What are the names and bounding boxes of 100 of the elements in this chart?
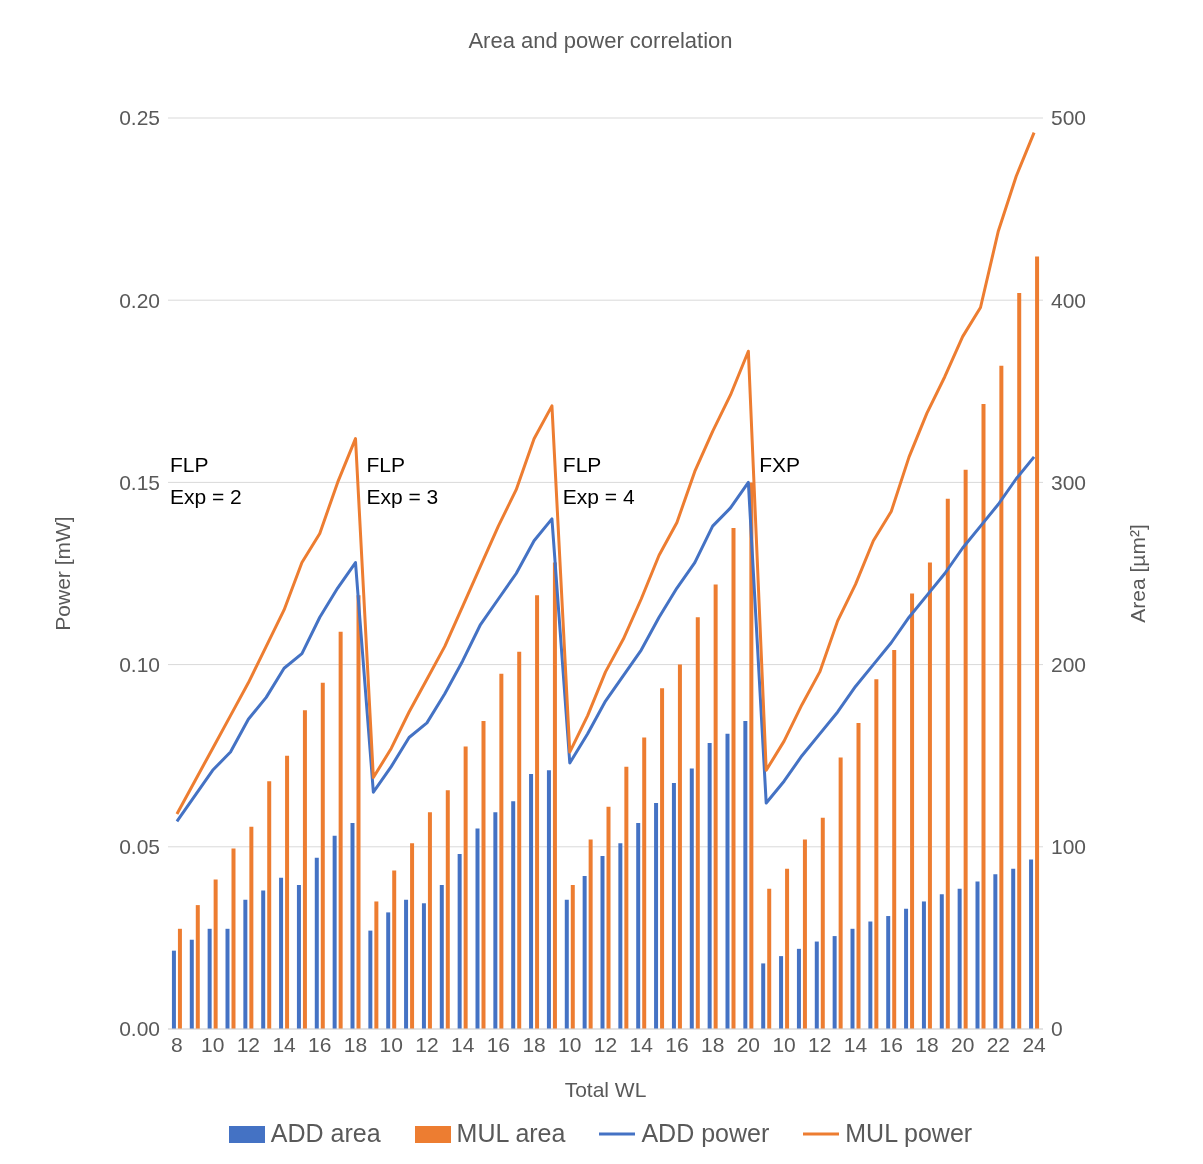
bar bbox=[249, 826, 254, 1029]
bar bbox=[660, 688, 665, 1029]
bar bbox=[410, 843, 415, 1029]
bar bbox=[975, 881, 980, 1029]
bar bbox=[725, 733, 730, 1029]
x-tick-label: 18 bbox=[522, 1032, 546, 1056]
bar bbox=[457, 854, 462, 1029]
bar bbox=[564, 899, 569, 1029]
bar bbox=[529, 773, 534, 1029]
bar bbox=[338, 631, 343, 1029]
x-tick-label: 16 bbox=[879, 1032, 903, 1056]
y2-tick-label: 0 bbox=[1051, 1017, 1063, 1041]
annotation: FLP Exp = 4 bbox=[562, 452, 635, 511]
y-axis-title: Power [mW] bbox=[51, 516, 75, 631]
x-tick-label: 22 bbox=[986, 1032, 1011, 1056]
legend-label: MUL area bbox=[455, 1119, 566, 1148]
bar bbox=[796, 948, 801, 1029]
bar bbox=[713, 584, 718, 1029]
bar bbox=[279, 877, 284, 1029]
bar bbox=[945, 498, 950, 1029]
bar bbox=[570, 885, 575, 1029]
y-tick-label: 0.15 bbox=[119, 470, 160, 494]
bar bbox=[332, 835, 337, 1029]
bar bbox=[261, 890, 266, 1029]
bar bbox=[207, 928, 212, 1029]
y-tick-label: 0.00 bbox=[119, 1017, 160, 1041]
bar bbox=[517, 651, 522, 1029]
bar bbox=[189, 939, 194, 1029]
x-tick-label: 14 bbox=[272, 1032, 297, 1056]
bar bbox=[481, 721, 486, 1029]
bar bbox=[195, 905, 200, 1029]
bar bbox=[421, 903, 426, 1029]
bar bbox=[939, 894, 944, 1029]
x-tick-label: 14 bbox=[843, 1032, 868, 1056]
bar bbox=[171, 950, 176, 1029]
bar bbox=[1011, 868, 1016, 1029]
bar bbox=[320, 682, 325, 1029]
bar bbox=[671, 783, 676, 1029]
y2-tick-label: 400 bbox=[1051, 288, 1087, 312]
bar bbox=[921, 901, 926, 1029]
x-tick-label: 20 bbox=[736, 1032, 761, 1056]
bar bbox=[779, 956, 784, 1029]
bar bbox=[838, 757, 843, 1029]
x-tick-label: 14 bbox=[450, 1032, 475, 1056]
bar bbox=[392, 870, 397, 1029]
bar bbox=[636, 823, 641, 1029]
bar bbox=[546, 770, 551, 1029]
x-tick-label: 10 bbox=[379, 1032, 403, 1056]
bar bbox=[314, 857, 319, 1029]
bar bbox=[731, 527, 736, 1029]
bar bbox=[624, 766, 629, 1029]
legend-label: ADD area bbox=[269, 1119, 381, 1148]
bar bbox=[445, 790, 450, 1029]
bar bbox=[386, 912, 391, 1029]
bar bbox=[910, 593, 915, 1029]
bar bbox=[499, 673, 504, 1029]
bar bbox=[886, 916, 891, 1029]
bar bbox=[689, 768, 694, 1029]
bar bbox=[1017, 292, 1022, 1029]
bar bbox=[677, 664, 682, 1029]
x-tick-label: 12 bbox=[415, 1032, 439, 1056]
bar bbox=[225, 928, 230, 1029]
x-tick-label: 20 bbox=[950, 1032, 975, 1056]
bar bbox=[439, 885, 444, 1029]
bar bbox=[892, 650, 897, 1029]
x-tick-label: 10 bbox=[558, 1032, 582, 1056]
bar bbox=[231, 848, 236, 1029]
annotation: FXP bbox=[759, 452, 801, 479]
bar bbox=[820, 817, 825, 1029]
bar bbox=[1029, 859, 1034, 1029]
bar bbox=[642, 737, 647, 1029]
y-tick-label: 0.20 bbox=[119, 288, 160, 312]
bar bbox=[850, 928, 855, 1029]
bar bbox=[618, 843, 623, 1029]
bar bbox=[832, 936, 837, 1029]
bar bbox=[785, 868, 790, 1029]
annotation: FLP Exp = 2 bbox=[170, 452, 242, 511]
legend-label: MUL power bbox=[844, 1119, 973, 1148]
bar bbox=[1035, 256, 1040, 1029]
bar bbox=[993, 874, 998, 1029]
bar bbox=[427, 812, 432, 1029]
bar bbox=[814, 941, 819, 1029]
bar bbox=[927, 562, 932, 1029]
x-tick-label: 12 bbox=[593, 1032, 618, 1056]
bar bbox=[374, 901, 379, 1029]
bar bbox=[963, 469, 968, 1029]
x-tick-label: 10 bbox=[200, 1032, 225, 1056]
bar bbox=[856, 722, 861, 1029]
x-tick-label: 18 bbox=[343, 1032, 368, 1056]
bar bbox=[475, 828, 480, 1029]
x-tick-label: 18 bbox=[700, 1032, 725, 1056]
y2-axis-title: Area [µm²] bbox=[1126, 524, 1150, 623]
bar bbox=[285, 755, 290, 1029]
x-axis-title: Total WL bbox=[564, 1078, 647, 1101]
bar bbox=[904, 908, 909, 1029]
bar bbox=[957, 888, 962, 1029]
x-tick-label: 14 bbox=[629, 1032, 654, 1056]
bar bbox=[767, 888, 772, 1029]
bar bbox=[588, 839, 593, 1029]
bar bbox=[535, 595, 540, 1029]
